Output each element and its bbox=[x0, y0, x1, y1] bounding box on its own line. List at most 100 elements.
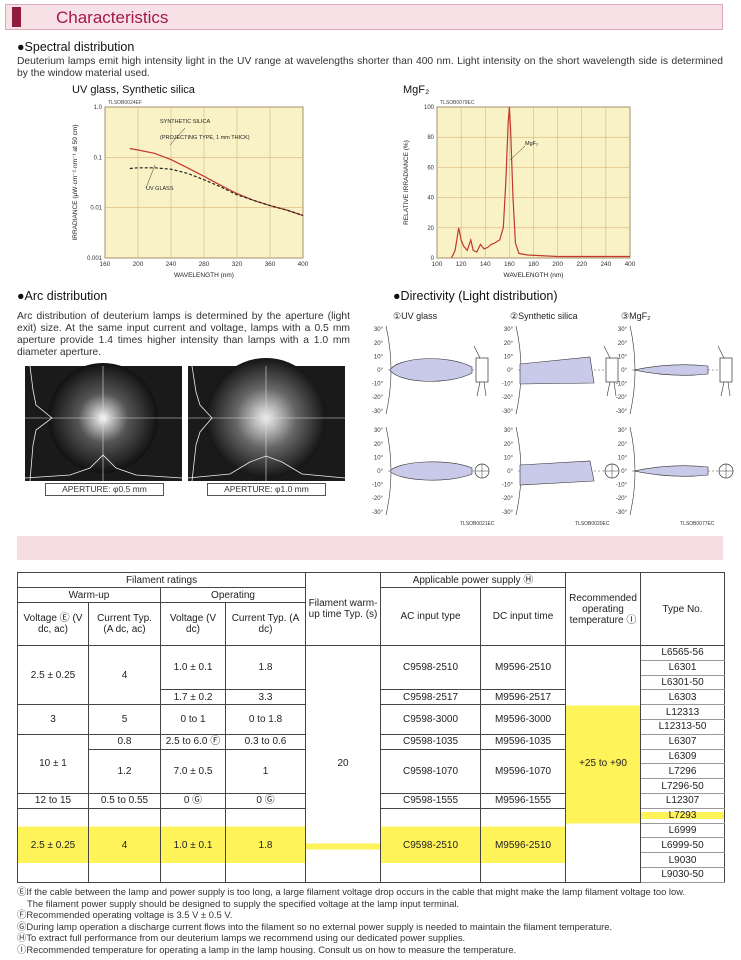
table-cell: 1.0 ± 0.1 bbox=[160, 644, 226, 691]
header-cell: DC input time bbox=[480, 587, 567, 646]
y-tick-label: 0.001 bbox=[87, 256, 103, 262]
angle-label: 10° bbox=[618, 455, 628, 461]
spec-table: Filament ratings Filament warm-up time T… bbox=[16, 572, 726, 883]
x-tick-label: 400 bbox=[298, 261, 309, 268]
table-cell: 4 bbox=[88, 644, 161, 706]
angle-label: -30° bbox=[372, 409, 384, 415]
angle-label: 20° bbox=[374, 442, 384, 448]
table-cell: M9596-1070 bbox=[480, 748, 567, 794]
table-cell: C9598-2510 bbox=[380, 644, 482, 691]
x-tick-label: 320 bbox=[232, 261, 243, 268]
angle-label: -10° bbox=[502, 382, 514, 388]
angle-label: -30° bbox=[616, 510, 628, 516]
angle-label: 10° bbox=[504, 455, 514, 461]
table-cell: C9598-2517 bbox=[380, 689, 482, 706]
y-tick-label: 1.0 bbox=[94, 105, 103, 111]
footnote: ⒽTo extract full performance from our de… bbox=[17, 932, 466, 943]
table-cell: 20 bbox=[305, 645, 382, 883]
section-band bbox=[17, 536, 723, 560]
table-cell: 1.8 bbox=[224, 807, 307, 883]
table-cell: L7296 bbox=[640, 763, 726, 780]
chart-code: TLSOB0079EC bbox=[440, 100, 475, 106]
y-tick-label: 20 bbox=[427, 226, 434, 232]
header-cell: Recommended operating temperature Ⓘ bbox=[565, 572, 642, 646]
angle-label: 0° bbox=[621, 368, 627, 374]
table-cell: 0 to 1.8 bbox=[224, 704, 307, 735]
table-row: 2.5 ± 0.25 4 1.0 ± 0.1 1.8 C9598-2510 M9596-2… bbox=[17, 807, 726, 883]
table-cell: L6999 bbox=[640, 822, 726, 839]
angle-label: 0° bbox=[507, 469, 513, 475]
angle-label: -20° bbox=[616, 496, 628, 502]
table-cell: L6999-50 bbox=[640, 837, 726, 854]
table-cell: L6307 bbox=[640, 733, 726, 750]
table-cell: 5 bbox=[88, 704, 161, 735]
table-cell: L6301 bbox=[640, 659, 726, 676]
figure-code: TLSOB0077EC bbox=[680, 521, 715, 527]
table-cell: 0 to 1 bbox=[160, 704, 226, 735]
distribution-lobe bbox=[519, 460, 595, 486]
angle-label: 0° bbox=[377, 368, 383, 374]
table-cell: 0.5 to 0.55 bbox=[88, 792, 161, 809]
y-tick-label: 80 bbox=[427, 135, 434, 141]
table-cell: C9598-2510 bbox=[380, 807, 482, 883]
chart-code: TLSOB0024EF bbox=[108, 100, 142, 106]
table-cell: 7.0 ± 0.5 bbox=[160, 748, 226, 794]
chart-title: MgF₂ bbox=[403, 84, 429, 96]
table-body: 2.5 ± 0.25 4 1.0 ± 0.1 1.8 20 C9598-2510 M9596… bbox=[17, 644, 726, 883]
angle-label: 0° bbox=[621, 469, 627, 475]
angle-label: 30° bbox=[618, 428, 628, 434]
footnote: ⒺIf the cable between the lamp and power… bbox=[17, 886, 686, 897]
y-tick-label: 0.1 bbox=[94, 155, 103, 161]
angle-label: -30° bbox=[502, 409, 514, 415]
series-line bbox=[129, 167, 304, 217]
table-cell: L12313 bbox=[640, 704, 726, 720]
table-cell: 12 to 15 bbox=[17, 792, 89, 809]
series-line bbox=[450, 106, 630, 259]
table-cell: L6309 bbox=[640, 748, 726, 765]
table-cell: M9596-1555 bbox=[480, 792, 567, 809]
angle-label: -20° bbox=[502, 496, 514, 502]
table-row: 1.2 7.0 ± 0.5 1 C9598-1070 M9596-1070 L6309 bbox=[18, 748, 726, 794]
series-label: UV GLASS bbox=[146, 186, 174, 192]
lamp-icon bbox=[719, 357, 733, 383]
angle-label: -10° bbox=[616, 483, 628, 489]
angle-label: 10° bbox=[374, 354, 384, 360]
table-cell: L12307 bbox=[640, 792, 726, 809]
footnote: ⒻRecommended operating voltage is 3.5 V … bbox=[17, 909, 233, 920]
header-cell: Voltage Ⓔ (V dc, ac) bbox=[17, 602, 89, 646]
table-cell: C9598-1035 bbox=[380, 733, 482, 750]
table-cell: 1.8 bbox=[224, 644, 307, 691]
leader-line bbox=[169, 127, 186, 146]
y-tick-label: 0.01 bbox=[90, 206, 102, 212]
distribution-lobe bbox=[519, 356, 595, 385]
header-cell: Filament warm-up time Typ. (s) bbox=[305, 572, 382, 646]
table-cell: M9596-3000 bbox=[480, 704, 567, 735]
angle-label: 30° bbox=[374, 327, 384, 333]
angle-label: 10° bbox=[504, 354, 514, 360]
section-heading: ●Spectral distribution bbox=[17, 40, 135, 54]
angle-label: 0° bbox=[507, 368, 513, 374]
x-axis-label: WAVELENGTH (nm) bbox=[504, 272, 564, 279]
paragraph: Arc distribution of deuterium lamps is d… bbox=[17, 311, 350, 358]
angle-label: 20° bbox=[504, 341, 514, 347]
series-line bbox=[129, 147, 304, 217]
header-cell: Operating bbox=[159, 587, 307, 603]
angle-label: 30° bbox=[504, 327, 514, 333]
plot-subtitle: ①UV glass bbox=[393, 311, 438, 321]
table-cell: M9596-2517 bbox=[480, 689, 567, 706]
leader-line bbox=[145, 164, 156, 189]
header-cell: Type No. bbox=[640, 572, 726, 646]
table-cell: C9598-3000 bbox=[380, 704, 482, 735]
table-cell: L6301-50 bbox=[640, 674, 726, 691]
table-cell: L7293 bbox=[640, 807, 726, 824]
footnote: ⒼDuring lamp operation a discharge curre… bbox=[17, 920, 613, 932]
header-cell: Current Typ. (A dc) bbox=[224, 602, 307, 646]
footnotes: ⒺIf the cable between the lamp and power… bbox=[17, 886, 729, 955]
angle-label: -20° bbox=[616, 395, 628, 401]
angle-label: -10° bbox=[372, 382, 384, 388]
table-cell: L9030-50 bbox=[640, 866, 726, 883]
x-tick-label: 220 bbox=[576, 261, 587, 268]
table-cell: C9598-1070 bbox=[380, 748, 482, 794]
paragraph: Deuterium lamps emit high intensity ligh… bbox=[17, 56, 723, 79]
table-cell: 4 bbox=[88, 807, 161, 883]
